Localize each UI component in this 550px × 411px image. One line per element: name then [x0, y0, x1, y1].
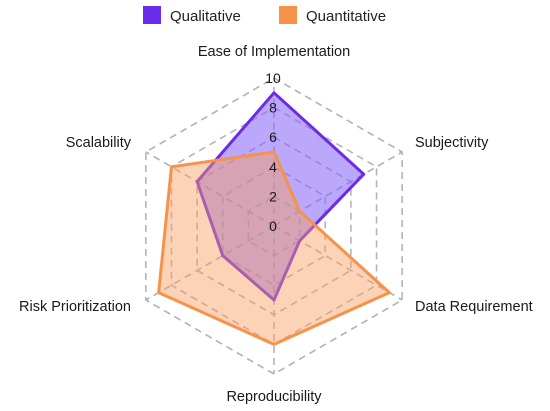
tick-labels: 0 2 4 6 8 10 [265, 70, 281, 234]
tick-label-0: 0 [269, 218, 277, 234]
axis-label-risk-prioritization: Risk Prioritization [19, 299, 131, 315]
legend-label-qualitative: Qualitative [170, 8, 241, 25]
axis-label-subjectivity: Subjectivity [415, 135, 489, 151]
tick-label-8: 8 [269, 100, 277, 116]
tick-label-10: 10 [265, 70, 281, 86]
legend: Qualitative Quantitative [143, 6, 386, 25]
series-layer [157, 91, 391, 346]
axis-label-scalability: Scalability [66, 135, 132, 151]
series-quantitative-area [157, 150, 391, 346]
axis-label-ease-of-implementation: Ease of Implementation [198, 44, 350, 60]
axis-labels: Ease of Implementation Subjectivity Data R… [19, 44, 533, 405]
tick-label-4: 4 [269, 159, 277, 175]
legend-swatch-quantitative [279, 6, 297, 24]
series-qualitative-area [195, 91, 366, 302]
tick-label-2: 2 [269, 188, 277, 204]
axis-label-reproducibility: Reproducibility [226, 389, 322, 405]
legend-swatch-qualitative [143, 6, 161, 24]
axis-label-data-requirement: Data Requirement [415, 299, 533, 315]
tick-label-6: 6 [269, 129, 277, 145]
legend-label-quantitative: Quantitative [306, 8, 386, 25]
